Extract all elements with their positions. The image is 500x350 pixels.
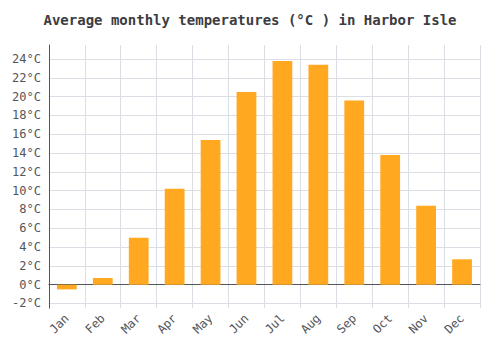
svg-text:18°C: 18°C xyxy=(12,108,41,122)
svg-text:Jul: Jul xyxy=(262,311,287,336)
svg-text:20°C: 20°C xyxy=(12,90,41,104)
svg-text:0°C: 0°C xyxy=(19,278,41,292)
svg-text:-2°C: -2°C xyxy=(12,296,41,310)
svg-text:12°C: 12°C xyxy=(12,165,41,179)
svg-text:Apr: Apr xyxy=(154,311,179,336)
svg-text:2°C: 2°C xyxy=(19,259,41,273)
svg-text:22°C: 22°C xyxy=(12,71,41,85)
svg-text:16°C: 16°C xyxy=(12,127,41,141)
svg-text:Mar: Mar xyxy=(118,311,143,336)
svg-text:Oct: Oct xyxy=(370,311,395,336)
svg-text:Feb: Feb xyxy=(83,311,108,336)
svg-text:Aug: Aug xyxy=(298,311,323,336)
svg-text:24°C: 24°C xyxy=(12,52,41,66)
svg-text:8°C: 8°C xyxy=(19,202,41,216)
svg-text:4°C: 4°C xyxy=(19,240,41,254)
svg-text:Jun: Jun xyxy=(226,311,251,336)
svg-text:Dec: Dec xyxy=(442,311,467,336)
svg-text:Average monthly temperatures (: Average monthly temperatures (°C ) in Ha… xyxy=(43,12,456,28)
svg-text:Jan: Jan xyxy=(47,311,72,336)
svg-text:Nov: Nov xyxy=(406,311,431,336)
svg-text:May: May xyxy=(190,311,215,336)
svg-text:Sep: Sep xyxy=(334,311,359,336)
svg-text:10°C: 10°C xyxy=(12,184,41,198)
svg-text:6°C: 6°C xyxy=(19,221,41,235)
svg-text:14°C: 14°C xyxy=(12,146,41,160)
